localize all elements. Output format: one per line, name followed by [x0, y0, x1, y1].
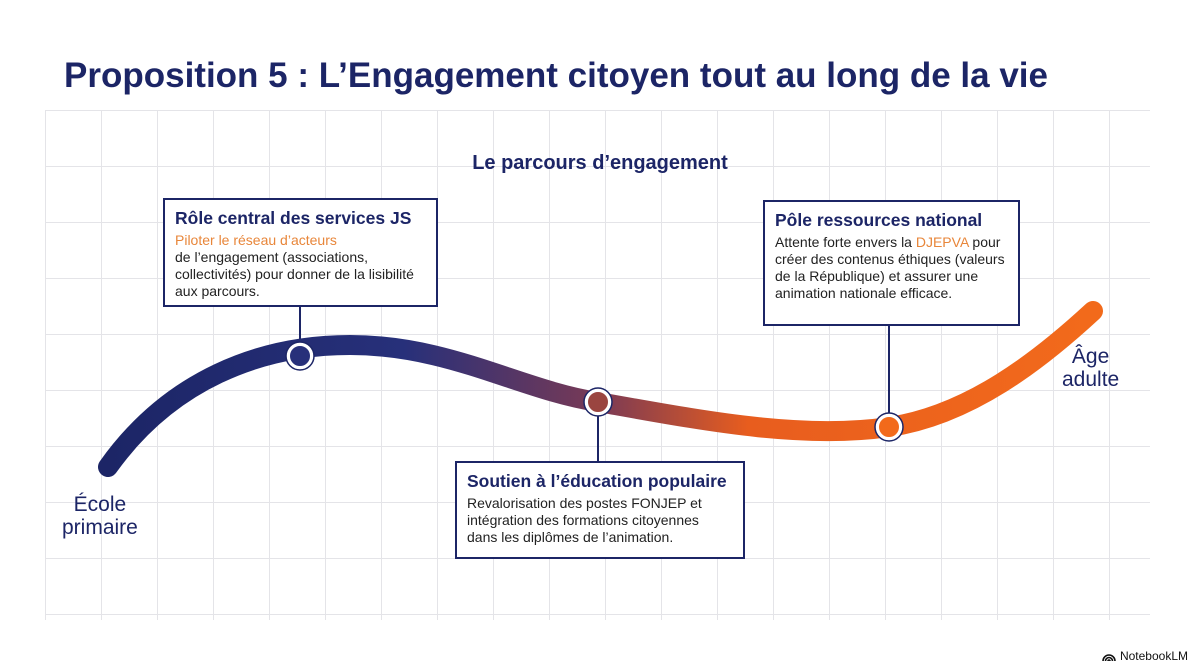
milestone-card-2: Soutien à l’éducation populaire Revalori… [455, 461, 745, 559]
brand-watermark: NotebookLM [1102, 649, 1188, 663]
milestone-node-2 [584, 388, 612, 416]
card-title: Rôle central des services JS [175, 208, 412, 228]
card-text-lead: Attente forte envers la [775, 234, 916, 250]
card-title: Soutien à l’éducation populaire [467, 471, 727, 491]
notebooklm-logo-icon [1102, 653, 1116, 661]
start-label-line1: École [73, 493, 127, 516]
end-label-line1: Âge [1071, 345, 1110, 368]
card-text-rest: pour créer des contenus éthiques (valeur… [775, 234, 1005, 301]
card-highlight: DJEPVA [915, 234, 969, 250]
start-label: École primaire [62, 493, 138, 539]
card-highlight: Piloter le réseau d’acteurs [175, 232, 337, 248]
milestone-card-3: Pôle ressources national Attente forte e… [763, 200, 1020, 326]
milestone-node-3-ring [874, 412, 904, 442]
milestone-card-1: Rôle central des services JS Piloter le … [163, 198, 438, 307]
end-label-line2: adulte [1062, 368, 1120, 391]
card-title: Pôle ressources national [775, 210, 983, 230]
card-text: Revalorisation des postes FONJEP et inté… [467, 495, 702, 545]
diagram-subtitle: Le parcours d’engagement [472, 152, 728, 174]
milestone-node-2-ring [583, 387, 613, 417]
card-text: de l’engagement (associations, collectiv… [175, 249, 414, 299]
milestone-node-1-ring [285, 341, 315, 371]
page-title: Proposition 5 : L’Engagement citoyen tou… [64, 56, 1048, 95]
card-text: Attente forte envers la DJEPVA pour crée… [775, 234, 1008, 302]
start-label-line2: primaire [62, 516, 138, 539]
brand-name: NotebookLM [1119, 649, 1188, 663]
milestone-node-3 [875, 413, 903, 441]
end-label: Âge adulte [1062, 345, 1119, 391]
milestone-node-1 [286, 342, 314, 370]
